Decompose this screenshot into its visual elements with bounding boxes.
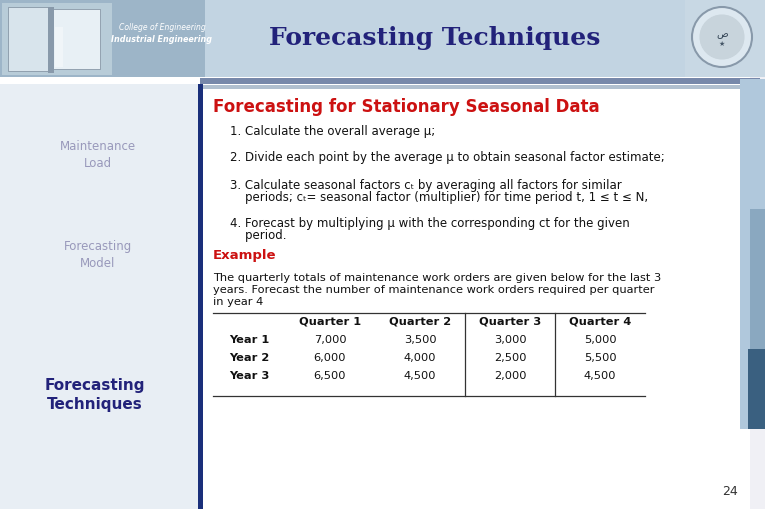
Text: Forecasting for Stationary Seasonal Data: Forecasting for Stationary Seasonal Data [213,98,600,116]
Text: Year 3: Year 3 [229,370,269,380]
Text: Forecasting
Techniques: Forecasting Techniques [44,377,145,412]
Text: Maintenance
Load: Maintenance Load [60,140,136,169]
Text: 2. Divide each point by the average μ to obtain seasonal factor estimate;: 2. Divide each point by the average μ to… [230,150,665,163]
Text: periods; cₜ= seasonal factor (multiplier) for time period t, 1 ≤ t ≤ N,: periods; cₜ= seasonal factor (multiplier… [230,191,648,204]
Bar [740,80,765,429]
Bar [685,0,765,78]
Text: Example: Example [213,248,276,261]
Text: period.: period. [230,229,287,242]
Bar [48,8,54,74]
Text: 4,000: 4,000 [404,352,436,362]
Circle shape [692,8,752,68]
Bar [0,0,765,78]
Text: ص: ص [716,29,728,39]
Text: Forecasting
Model: Forecasting Model [63,240,132,269]
Circle shape [700,16,744,60]
Text: 5,500: 5,500 [584,352,617,362]
Text: 3,500: 3,500 [404,334,436,344]
Bar [8,8,50,72]
Text: Quarter 3: Quarter 3 [479,317,541,326]
Text: Forecasting Techniques: Forecasting Techniques [269,26,601,50]
Bar [748,349,765,429]
Text: 5,000: 5,000 [584,334,617,344]
Text: The quarterly totals of maintenance work orders are given below for the last 3: The quarterly totals of maintenance work… [213,272,661,282]
Text: 2,000: 2,000 [493,370,526,380]
Text: ★: ★ [719,41,725,47]
Text: Year 2: Year 2 [229,352,269,362]
Text: years. Forecast the number of maintenance work orders required per quarter: years. Forecast the number of maintenanc… [213,285,655,294]
Text: Quarter 4: Quarter 4 [569,317,631,326]
Text: 2,500: 2,500 [493,352,526,362]
Text: 4. Forecast by multiplying μ with the corresponding ct for the given: 4. Forecast by multiplying μ with the co… [230,216,630,229]
Text: 7,000: 7,000 [314,334,347,344]
Text: 6,000: 6,000 [314,352,347,362]
Bar [0,85,200,509]
Text: Year 1: Year 1 [229,334,269,344]
Bar [200,79,760,85]
Text: College of Engineering: College of Engineering [119,23,205,33]
Bar [2,4,112,76]
Text: Quarter 2: Quarter 2 [389,317,451,326]
Text: 4,500: 4,500 [584,370,617,380]
Bar [200,86,760,90]
Bar [55,28,63,68]
Text: 3,000: 3,000 [493,334,526,344]
Bar [750,210,765,409]
Text: 24: 24 [722,485,738,497]
Text: 6,500: 6,500 [314,370,347,380]
Bar [0,0,205,78]
Text: Quarter 1: Quarter 1 [299,317,361,326]
Text: in year 4: in year 4 [213,296,263,306]
Text: Industrial Engineering: Industrial Engineering [112,36,213,44]
Text: 1. Calculate the overall average μ;: 1. Calculate the overall average μ; [230,125,435,138]
Bar [198,85,203,509]
Bar [52,10,100,70]
Text: 3. Calculate seasonal factors cₜ by averaging all factors for similar: 3. Calculate seasonal factors cₜ by aver… [230,178,622,191]
Text: 4,500: 4,500 [404,370,436,380]
